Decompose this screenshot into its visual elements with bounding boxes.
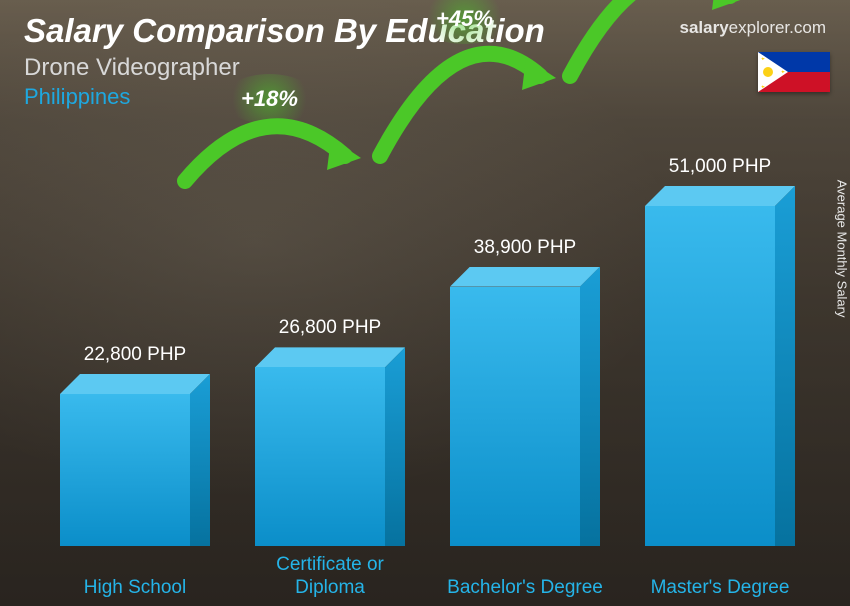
bar-side-face [775, 186, 795, 546]
y-axis-title: Average Monthly Salary [835, 180, 850, 318]
bar-category-label: High School [45, 577, 225, 600]
watermark-bold: salary [680, 18, 729, 37]
bar-category-label: Certificate or Diploma [240, 554, 420, 600]
watermark: salaryexplorer.com [680, 18, 827, 38]
watermark-rest: explorer.com [729, 18, 826, 37]
bar-category-label: Bachelor's Degree [435, 577, 615, 600]
philippines-flag-icon [758, 52, 830, 92]
arrow-arc-icon [520, 146, 760, 546]
bar-category-label: Master's Degree [630, 577, 810, 600]
percent-increase-label: +18% [223, 74, 316, 124]
bar-chart: 22,800 PHPHigh School26,800 PHPCertifica… [40, 166, 810, 546]
